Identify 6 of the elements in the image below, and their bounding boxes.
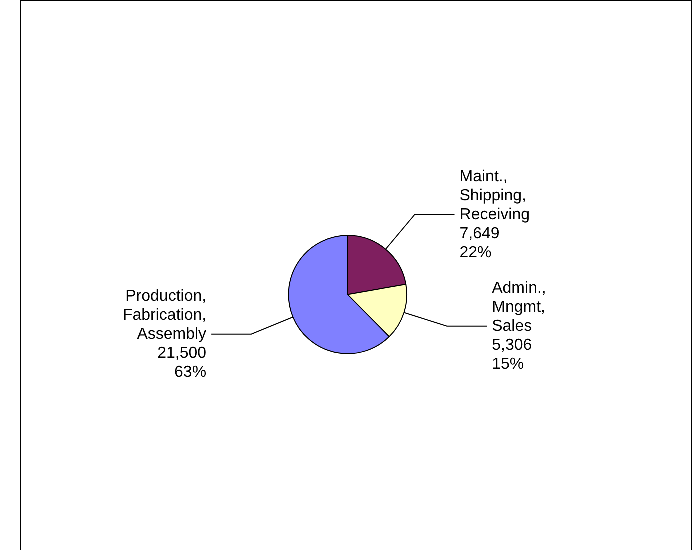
slice-label: Production, Fabrication, Assembly: [122, 288, 207, 343]
data-label: 7,649 22%: [460, 225, 500, 262]
slice-label: Admin., Mngmt, Sales: [492, 280, 546, 335]
data-label: 21,500 63%: [158, 344, 207, 381]
slice-label: Maint., Shipping, Receiving: [460, 168, 530, 224]
data-label: 5,306 15%: [492, 336, 532, 373]
